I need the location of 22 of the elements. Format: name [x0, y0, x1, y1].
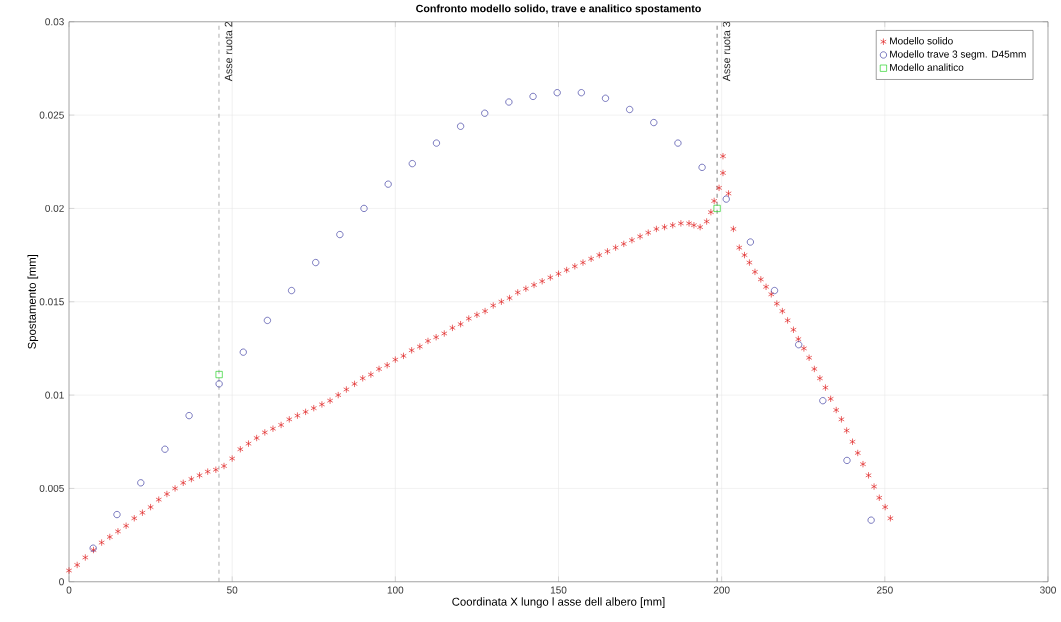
- legend-label: Modello analitico: [890, 63, 964, 72]
- x-tick-label: 0: [66, 586, 72, 594]
- y-tick-label: 0.025: [39, 111, 64, 119]
- x-tick-label: 250: [876, 586, 893, 594]
- ref-line-label: Asse ruota 3: [722, 21, 731, 82]
- x-tick-label: 100: [387, 586, 404, 594]
- x-axis-title: Coordinata X lungo l asse dell albero [mm]: [452, 597, 665, 609]
- y-tick-label: 0.01: [45, 391, 64, 399]
- x-tick-label: 200: [713, 586, 730, 594]
- y-tick-label: 0.03: [45, 18, 64, 26]
- legend-label: Modello solido: [890, 37, 953, 45]
- legend-label: Modello trave 3 segm. D45mm: [890, 50, 1026, 60]
- x-tick-label: 300: [1040, 586, 1056, 594]
- chart-title: Confronto modello solido, trave e analitico spostamento: [416, 4, 701, 15]
- y-tick-label: 0.02: [45, 205, 64, 213]
- y-tick-label: 0.005: [39, 485, 64, 493]
- y-tick-label: 0.015: [39, 298, 64, 306]
- y-axis-title: Spostamento [mm]: [27, 255, 39, 349]
- x-tick-label: 50: [227, 586, 238, 594]
- ref-line-label: Asse ruota 2: [224, 22, 233, 82]
- x-tick-label: 150: [550, 586, 567, 594]
- y-tick-label: 0: [59, 578, 64, 586]
